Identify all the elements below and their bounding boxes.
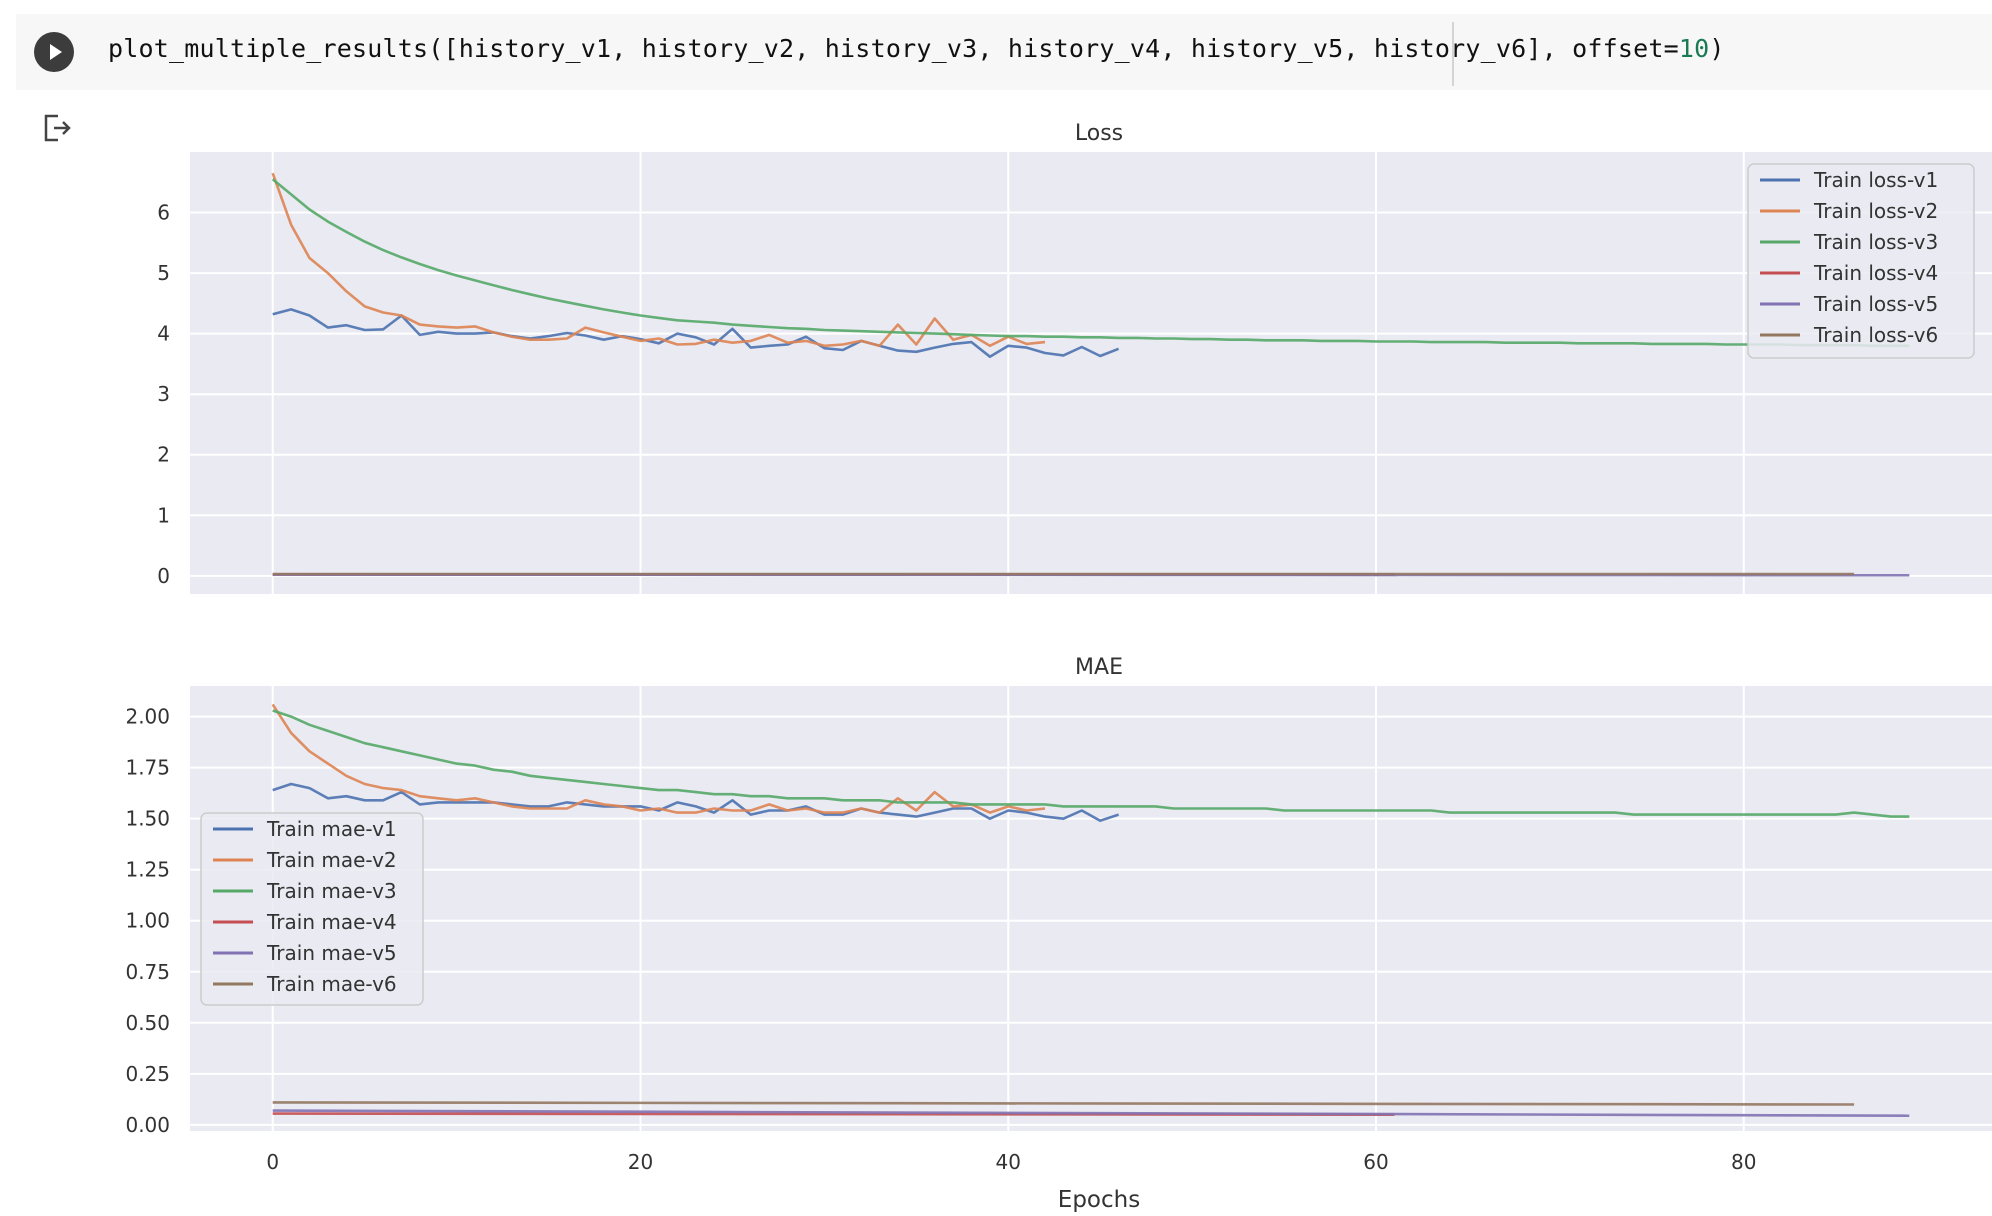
text-cursor [1452, 22, 1454, 86]
y-tick-label: 2.00 [125, 705, 170, 729]
x-tick-label: 60 [1363, 1150, 1388, 1174]
x-tick-label: 80 [1731, 1150, 1756, 1174]
code-suffix: ) [1709, 34, 1725, 63]
y-tick-label: 2 [157, 443, 170, 467]
y-tick-label: 0.50 [125, 1011, 170, 1035]
legend-label: Train mae-v4 [266, 910, 397, 934]
series-line-train-loss-v1 [272, 308, 1120, 359]
play-icon [50, 44, 62, 60]
series-line-train-mae-v5 [272, 1109, 1910, 1117]
series-line-train-loss-v2 [271, 172, 1046, 348]
legend-label: Train mae-v5 [266, 941, 397, 965]
chart-title: Loss [1075, 121, 1123, 146]
chart-title: MAE [1075, 655, 1123, 680]
legend: Train mae-v1 Train mae-v2 Train mae-v3 Trai… [200, 812, 424, 1006]
y-tick-label: 1.75 [125, 756, 170, 780]
chart-mae: 0.00 0.25 0.50 0.75 1.00 1.25 1.50 1.75 2.00 0 20 4… [125, 655, 1992, 1213]
series-line-train-mae-v1 [272, 782, 1120, 823]
plot-area [190, 152, 1992, 594]
legend-label: Train loss-v1 [1813, 168, 1938, 192]
series-line-train-mae-v6 [272, 1101, 1855, 1106]
y-tick-label: 1 [157, 503, 170, 527]
legend-label: Train mae-v6 [266, 972, 397, 996]
legend-label: Train mae-v1 [266, 817, 397, 841]
y-tick-label: 3 [157, 382, 170, 406]
legend: Train loss-v1 Train loss-v2 Train loss-v3 T… [1747, 163, 1975, 359]
code-text: plot_multiple_results([history_v1, histo… [108, 34, 1679, 63]
plot-area [190, 686, 1992, 1131]
output-exit-icon[interactable] [42, 112, 74, 144]
y-tick-label: 0 [157, 564, 170, 588]
series-line-train-mae-v2 [271, 703, 1046, 814]
y-tick-label: 1.50 [125, 807, 170, 831]
x-tick-label: 40 [996, 1150, 1021, 1174]
x-tick-label: 0 [266, 1150, 279, 1174]
y-tick-label: 4 [157, 322, 170, 346]
x-axis-label: Epochs [1058, 1187, 1140, 1213]
code-number: 10 [1678, 34, 1710, 63]
legend-label: Train loss-v3 [1813, 230, 1938, 254]
legend-label: Train mae-v2 [266, 848, 397, 872]
legend-label: Train loss-v4 [1813, 261, 1938, 285]
y-tick-label: 0.00 [125, 1113, 170, 1137]
x-tick-label: 20 [628, 1150, 653, 1174]
series-line-train-loss-v3 [271, 178, 1910, 348]
run-cell-button[interactable] [34, 32, 74, 72]
legend-box [1747, 163, 1975, 359]
legend-label: Train loss-v5 [1813, 292, 1938, 316]
series-line-train-mae-v3 [272, 709, 1910, 818]
y-tick-label: 1.00 [125, 909, 170, 933]
legend-label: Train loss-v2 [1813, 199, 1938, 223]
code-line[interactable]: plot_multiple_results([history_v1, histo… [108, 34, 1725, 63]
legend-label: Train loss-v6 [1813, 323, 1938, 347]
legend-label: Train mae-v3 [266, 879, 397, 903]
legend-box [200, 812, 424, 1006]
y-tick-label: 1.25 [125, 858, 170, 882]
y-tick-label: 0.75 [125, 960, 170, 984]
code-cell[interactable] [16, 14, 1992, 90]
y-tick-label: 5 [157, 261, 170, 285]
y-tick-label: 6 [157, 201, 170, 225]
y-tick-label: 0.25 [125, 1062, 170, 1086]
